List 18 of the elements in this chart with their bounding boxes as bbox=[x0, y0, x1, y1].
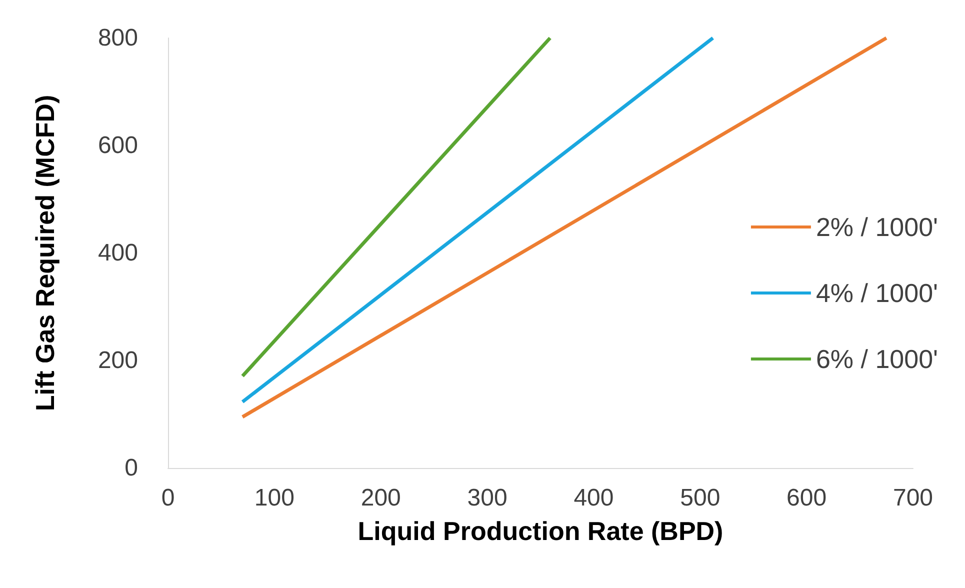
legend-label: 6% / 1000' bbox=[816, 344, 938, 374]
x-tick-label: 700 bbox=[892, 484, 934, 512]
y-tick-label: 400 bbox=[98, 240, 138, 266]
x-axis-title: Liquid Production Rate (BPD) bbox=[358, 516, 724, 546]
x-tick-label: 600 bbox=[786, 484, 827, 512]
legend-label: 4% / 1000' bbox=[816, 278, 938, 308]
x-tick-label: 300 bbox=[467, 484, 508, 512]
y-axis-title: Lift Gas Required (MCFD) bbox=[30, 94, 60, 412]
y-tick-label: 0 bbox=[124, 454, 138, 482]
x-tick-label: 500 bbox=[680, 484, 720, 512]
legend-label: 2% / 1000' bbox=[816, 212, 938, 242]
y-tick-label: 600 bbox=[98, 132, 138, 159]
x-tick-label: 400 bbox=[574, 484, 614, 512]
y-tick-label: 200 bbox=[98, 347, 138, 374]
x-tick-label: 200 bbox=[360, 484, 401, 512]
x-tick-label: 100 bbox=[254, 484, 294, 512]
x-tick-label: 0 bbox=[161, 484, 175, 512]
y-tick-label: 800 bbox=[98, 24, 138, 52]
